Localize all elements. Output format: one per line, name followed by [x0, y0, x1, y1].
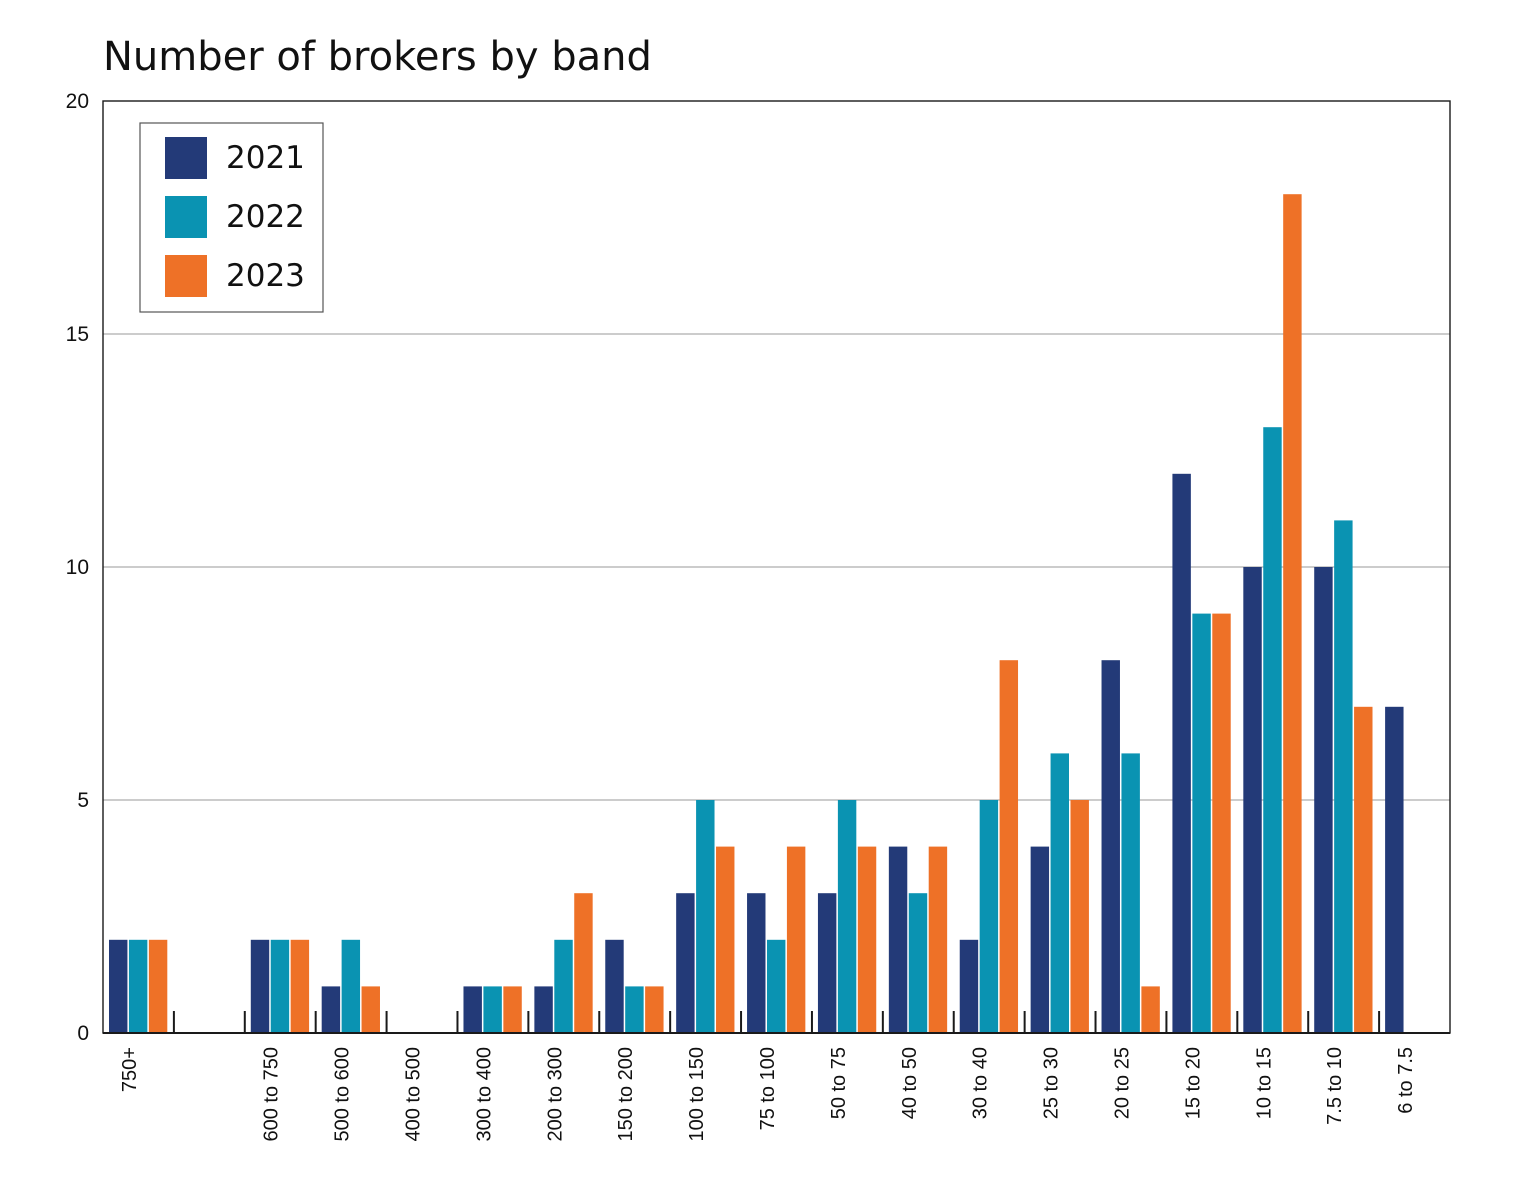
y-axis-ticks: 0 5 10 15 20 [66, 90, 89, 1045]
y-tick-label: 20 [66, 90, 89, 113]
x-tick-label: 25 to 30 [1041, 1047, 1063, 1119]
bar-2021 [463, 986, 482, 1033]
x-tick-label: 7.5 to 10 [1324, 1047, 1346, 1125]
bar-2022 [341, 939, 361, 1033]
x-tick-label: 10 to 15 [1253, 1047, 1275, 1119]
bar-2023 [999, 660, 1019, 1033]
bar-2022 [979, 800, 999, 1033]
bar-2022 [696, 800, 715, 1033]
y-tick-label: 10 [66, 556, 89, 579]
x-tick-label: 200 to 300 [544, 1047, 566, 1142]
bar-2021 [1172, 473, 1191, 1033]
bar-2023 [148, 939, 168, 1033]
bar-2022 [554, 939, 573, 1033]
bar-2021 [747, 893, 766, 1033]
legend-swatch-2023 [165, 255, 207, 297]
bar-2023 [1141, 986, 1160, 1033]
bar-2022 [837, 800, 857, 1033]
bars [109, 194, 1404, 1033]
x-tick-label: 600 to 750 [261, 1047, 283, 1142]
bar-2023 [928, 846, 948, 1033]
bar-2023 [645, 986, 664, 1033]
x-tick-label: 75 to 100 [757, 1047, 779, 1130]
x-tick-label: 150 to 200 [615, 1047, 637, 1142]
bar-2021 [888, 846, 908, 1033]
x-tick-label: 50 to 75 [828, 1047, 850, 1119]
bar-2022 [483, 986, 502, 1033]
legend-label: 2021 [226, 140, 305, 176]
x-tick-label: 100 to 150 [686, 1047, 708, 1142]
x-tick-label: 40 to 50 [899, 1047, 921, 1119]
bar-2023 [1070, 800, 1089, 1033]
bar-2022 [1263, 427, 1282, 1033]
bar-2022 [128, 939, 148, 1033]
bar-2023 [716, 846, 735, 1033]
chart-title: Number of brokers by band [103, 34, 652, 80]
bar-2022 [1050, 753, 1069, 1033]
y-tick-label: 15 [66, 323, 89, 346]
bar-2021 [959, 939, 979, 1033]
bar-2021 [1101, 660, 1120, 1033]
y-tick-label: 0 [77, 1022, 89, 1045]
x-tick-label: 300 to 400 [473, 1047, 495, 1142]
x-tick-label: 30 to 40 [970, 1047, 992, 1119]
bar-2023 [857, 846, 877, 1033]
legend-label: 2022 [226, 199, 305, 235]
y-tick-label: 5 [77, 789, 89, 812]
bar-2021 [817, 893, 837, 1033]
bar-2021 [1385, 706, 1404, 1033]
bar-2021 [321, 986, 341, 1033]
legend-label: 2023 [226, 258, 305, 294]
bar-2023 [574, 893, 593, 1033]
x-tick-label: 6 to 7.5 [1395, 1047, 1417, 1114]
bar-2023 [361, 986, 380, 1033]
bar-2023 [786, 846, 806, 1033]
bar-2021 [605, 939, 624, 1033]
bar-2023 [1354, 706, 1373, 1033]
bar-2022 [908, 893, 928, 1033]
x-tick-label: 750+ [119, 1047, 141, 1092]
bar-2022 [1121, 753, 1140, 1033]
bar-2023 [1212, 613, 1231, 1033]
x-tick-label: 400 to 500 [403, 1047, 425, 1142]
bar-2023 [503, 986, 522, 1033]
bar-2021 [534, 986, 553, 1033]
bar-2021 [250, 939, 270, 1033]
bar-2022 [270, 939, 290, 1033]
bar-2021 [1030, 846, 1050, 1033]
bar-2023 [1283, 194, 1302, 1033]
legend: 2021 2022 2023 [139, 122, 324, 313]
bar-2022 [625, 986, 644, 1033]
legend-swatch-2022 [165, 196, 207, 238]
legend-swatch-2021 [165, 137, 207, 179]
x-axis-ticks: 750+ 600 to 750 500 to 600 400 to 500 300 to… [119, 1011, 1417, 1142]
bar-2021 [1243, 567, 1262, 1033]
x-tick-label: 15 to 20 [1182, 1047, 1204, 1119]
bar-2023 [290, 939, 310, 1033]
bar-2021 [109, 939, 128, 1033]
x-tick-label: 500 to 600 [332, 1047, 354, 1142]
bar-2021 [676, 893, 695, 1033]
bar-2021 [1314, 567, 1333, 1033]
bar-2022 [1192, 613, 1211, 1033]
x-tick-label: 20 to 25 [1111, 1047, 1133, 1119]
bar-2022 [1334, 520, 1353, 1033]
bar-2022 [766, 939, 786, 1033]
